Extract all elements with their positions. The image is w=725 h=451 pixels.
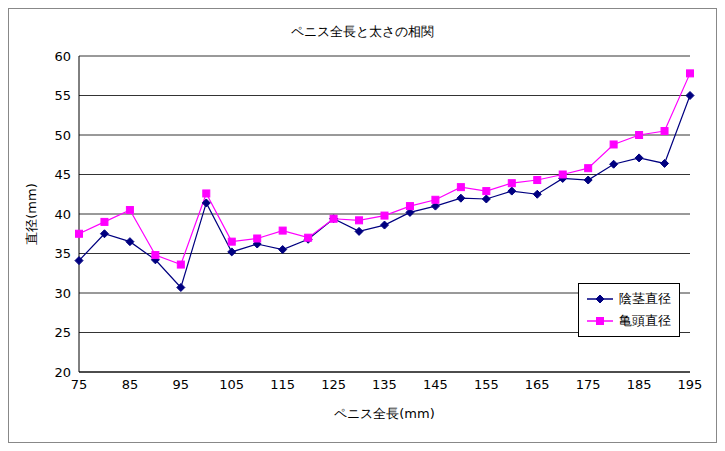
svg-text:75: 75 (71, 377, 88, 392)
svg-text:175: 175 (576, 377, 601, 392)
svg-text:45: 45 (54, 167, 71, 182)
html-text:亀頭直径: 亀頭直径 (619, 313, 671, 328)
svg-text:135: 135 (372, 377, 397, 392)
svg-text:125: 125 (321, 377, 346, 392)
svg-text:195: 195 (678, 377, 703, 392)
svg-text:155: 155 (474, 377, 499, 392)
svg-text:95: 95 (173, 377, 190, 392)
svg-text:145: 145 (423, 377, 448, 392)
html-text:ペニス全長と太さの相関: ペニス全長と太さの相関 (291, 24, 434, 39)
svg-text:35: 35 (54, 246, 71, 261)
svg-text:40: 40 (54, 207, 71, 222)
svg-text:55: 55 (54, 88, 71, 103)
svg-text:165: 165 (525, 377, 550, 392)
svg-text:25: 25 (54, 325, 71, 340)
svg-text:ペニス全長(mm): ペニス全長(mm) (334, 406, 434, 421)
svg-text:105: 105 (219, 377, 244, 392)
svg-text:20: 20 (54, 365, 71, 380)
svg-text:115: 115 (270, 377, 295, 392)
svg-text:30: 30 (54, 286, 71, 301)
svg-text:185: 185 (627, 377, 652, 392)
svg-text:85: 85 (122, 377, 139, 392)
svg-text:直径(mm): 直径(mm) (24, 183, 39, 244)
svg-text:50: 50 (54, 128, 71, 143)
html-text:陰茎直径: 陰茎直径 (619, 291, 671, 306)
svg-text:60: 60 (54, 49, 71, 64)
